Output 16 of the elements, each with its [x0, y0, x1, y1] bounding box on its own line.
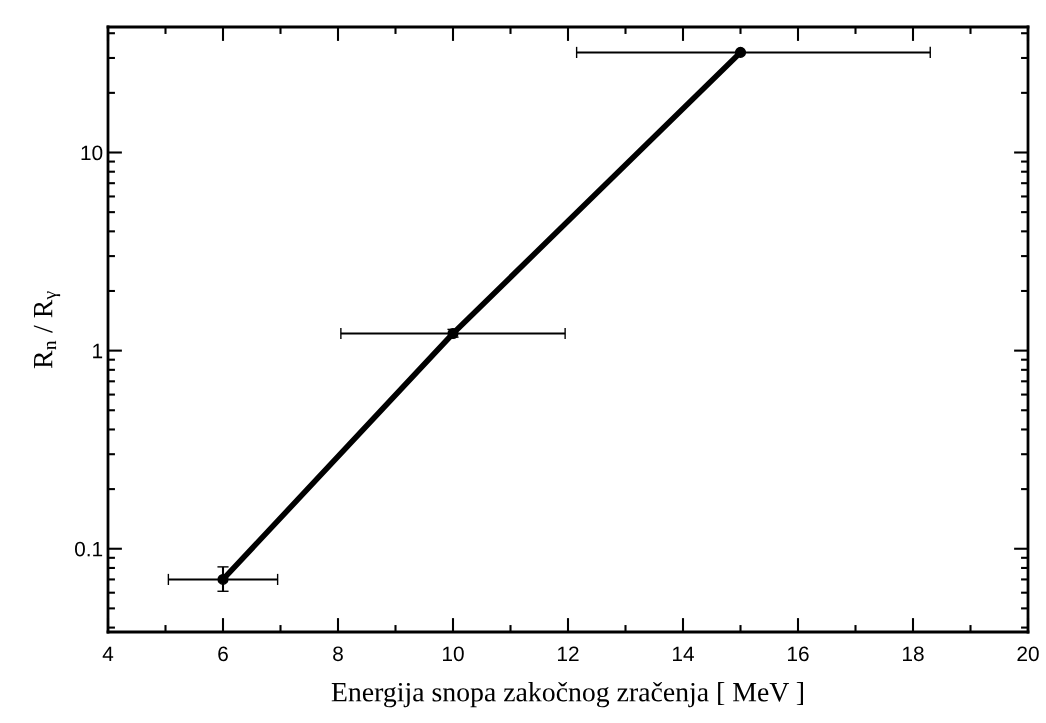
x-tick-label: 12 — [558, 646, 579, 661]
x-tick-label: 18 — [903, 646, 924, 662]
x-tick-label: 16 — [788, 646, 809, 662]
point — [217, 573, 229, 585]
y-axis-title: R$_{n}$ / R$_{γ}$ — [33, 291, 61, 369]
x-tick-label: 14 — [673, 646, 694, 661]
point — [734, 46, 747, 58]
y-tick-label: 1 — [93, 343, 103, 359]
x-tick-label: 10 — [443, 646, 464, 662]
x-tick-label: 8 — [333, 646, 343, 662]
x-tick-label: 4 — [102, 646, 114, 661]
y-tick-label: 10 — [81, 145, 103, 161]
x-tick-label: 6 — [218, 646, 228, 662]
x-axis-title: Energija snopa zakočnog zračenja [ MeV ] — [331, 681, 803, 708]
x-tick-label: 20 — [1017, 646, 1039, 662]
y-tick-label: 0.1 — [74, 541, 103, 557]
